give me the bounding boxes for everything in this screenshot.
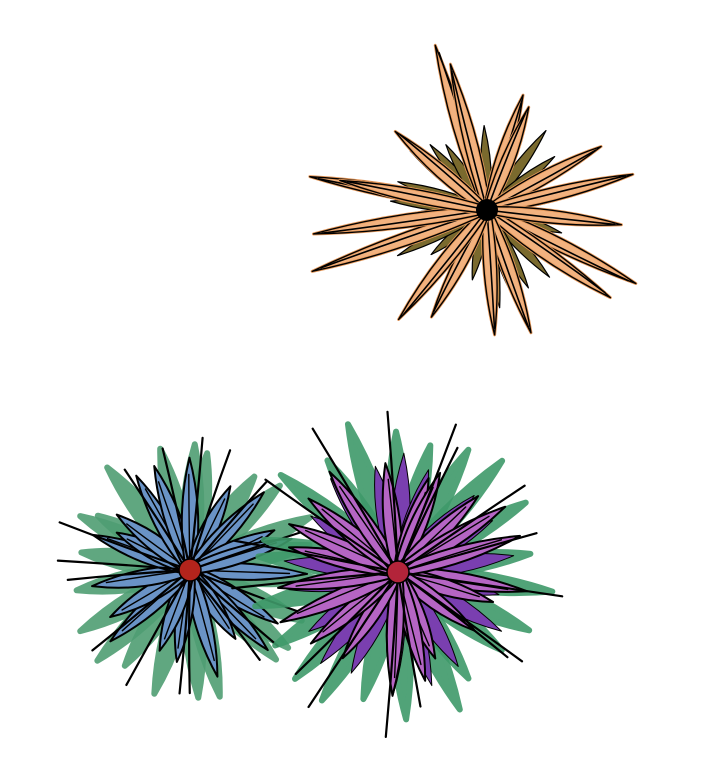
tendril: [396, 532, 538, 574]
petal-outline: [397, 206, 491, 321]
tendril: [66, 568, 192, 581]
tendril: [58, 521, 192, 572]
petal-outline: [394, 130, 490, 214]
tendril: [161, 447, 192, 572]
purple-green-flower: [231, 410, 564, 738]
petal-outline: [482, 209, 498, 336]
tendril: [188, 568, 261, 661]
tendril: [125, 568, 192, 687]
tendril: [178, 568, 192, 695]
peach-spiky-flower: [308, 43, 638, 337]
tendril: [233, 539, 400, 574]
petal-vein: [399, 134, 488, 211]
petal-outline: [485, 173, 634, 214]
tendril: [307, 570, 400, 709]
tendril: [188, 436, 204, 572]
petal-vein: [486, 111, 527, 211]
petal-outline: [339, 179, 489, 214]
petal-outline: [312, 206, 489, 235]
tendril: [384, 570, 400, 738]
petal-vein: [486, 209, 496, 330]
tendril: [56, 559, 192, 572]
tendril: [188, 480, 268, 572]
tendril: [188, 530, 303, 572]
tendril: [188, 568, 279, 648]
tendril: [294, 570, 400, 676]
tendril: [396, 570, 509, 659]
blue-green-flower: [56, 436, 326, 701]
flower-center: [386, 560, 410, 584]
flower-center: [476, 199, 498, 221]
tendril: [396, 446, 459, 574]
tendril: [396, 570, 422, 708]
tendril: [396, 484, 526, 574]
petal-outline: [486, 205, 623, 226]
petal-vein: [486, 209, 616, 226]
tendril: [264, 478, 400, 574]
petal-vein: [402, 209, 488, 316]
tendril: [231, 570, 400, 590]
tendril: [311, 427, 400, 574]
tendril: [386, 410, 400, 574]
petal-vein: [486, 209, 606, 294]
petal-vein: [346, 180, 488, 211]
tendril: [188, 568, 301, 614]
tendril: [123, 468, 192, 572]
tendril: [188, 449, 232, 572]
petal-outline: [483, 106, 530, 213]
tendril: [91, 568, 192, 652]
petal-vein: [450, 70, 488, 211]
petal-outline: [449, 63, 491, 212]
flower-center: [178, 558, 202, 582]
petal-outline: [484, 206, 612, 299]
tendril: [396, 570, 564, 598]
